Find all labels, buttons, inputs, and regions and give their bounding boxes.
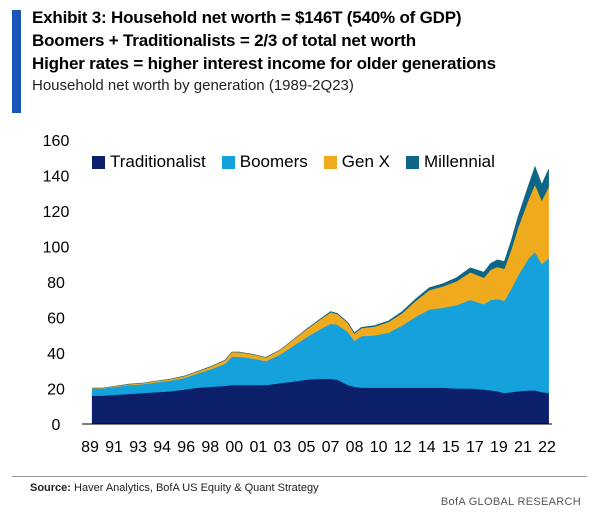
y-tick-label: 160 bbox=[43, 133, 70, 150]
chart-header: Exhibit 3: Household net worth = $146T (… bbox=[32, 6, 587, 96]
stacked-area-chart: 0 20 40 60 80 100 120 140 160 89 91 93 94 96 98 00 01 03 0… bbox=[43, 133, 556, 456]
y-tick-label: 100 bbox=[43, 240, 70, 257]
title-line-3: Higher rates = higher interest income fo… bbox=[32, 54, 496, 73]
x-tick-label: 03 bbox=[274, 439, 292, 456]
x-tick-label: 05 bbox=[298, 439, 316, 456]
x-tick-label: 96 bbox=[177, 439, 195, 456]
x-tick-label: 21 bbox=[514, 439, 532, 456]
y-tick-label: 20 bbox=[47, 382, 65, 399]
x-tick-label: 91 bbox=[105, 439, 123, 456]
y-tick-label: 60 bbox=[47, 311, 65, 328]
x-tick-label: 10 bbox=[370, 439, 388, 456]
legend-label-genx: Gen X bbox=[341, 152, 390, 171]
source-text: Haver Analytics, BofA US Equity & Quant … bbox=[70, 482, 319, 494]
x-tick-label: 08 bbox=[346, 439, 364, 456]
x-tick-label: 14 bbox=[418, 439, 436, 456]
legend-label-boomers: Boomers bbox=[239, 152, 308, 171]
accent-bar bbox=[12, 10, 21, 113]
x-tick-label: 12 bbox=[394, 439, 412, 456]
footer-divider bbox=[12, 476, 587, 477]
legend-item-genx: Gen X bbox=[323, 152, 390, 172]
title-line-2: Boomers + Traditionalists = 2/3 of total… bbox=[32, 31, 416, 50]
y-tick-label: 140 bbox=[43, 169, 70, 186]
legend-item-millennial: Millennial bbox=[405, 152, 495, 172]
x-tick-label: 07 bbox=[322, 439, 340, 456]
legend-label-millennial: Millennial bbox=[423, 152, 495, 171]
y-tick-label: 80 bbox=[47, 275, 65, 292]
x-tick-label: 98 bbox=[201, 439, 219, 456]
area-series-millennial bbox=[92, 165, 549, 389]
y-tick-label: 0 bbox=[52, 417, 61, 434]
x-tick-label: 17 bbox=[466, 439, 484, 456]
legend-label-traditionalist: Traditionalist bbox=[110, 152, 206, 171]
source-label: Source: bbox=[30, 482, 71, 494]
chart-subtitle: Household net worth by generation (1989-… bbox=[32, 77, 354, 94]
legend-swatch-boomers bbox=[221, 155, 235, 169]
legend-swatch-genx bbox=[323, 155, 337, 169]
legend-swatch-traditionalist bbox=[92, 155, 105, 169]
x-tick-label: 22 bbox=[538, 439, 556, 456]
legend-item-traditionalist: Traditionalist bbox=[92, 152, 206, 172]
chart-area: 0 20 40 60 80 100 120 140 160 89 91 93 94 96 98 00 01 03 0… bbox=[0, 120, 593, 470]
source-note: Source: Haver Analytics, BofA US Equity … bbox=[30, 482, 319, 494]
legend-item-boomers: Boomers bbox=[221, 152, 308, 172]
brand-label: BofA GLOBAL RESEARCH bbox=[440, 496, 581, 508]
x-tick-label: 94 bbox=[153, 439, 171, 456]
chart-legend: Traditionalist Boomers Gen X Millennial bbox=[92, 152, 495, 172]
x-tick-label: 15 bbox=[442, 439, 460, 456]
x-tick-label: 01 bbox=[249, 439, 267, 456]
x-tick-label: 93 bbox=[129, 439, 147, 456]
y-tick-label: 40 bbox=[47, 346, 65, 363]
y-tick-label: 120 bbox=[43, 204, 70, 221]
legend-swatch-millennial bbox=[405, 155, 419, 169]
x-tick-label: 89 bbox=[81, 439, 99, 456]
x-tick-label: 19 bbox=[490, 439, 508, 456]
title-line-1: Exhibit 3: Household net worth = $146T (… bbox=[32, 8, 462, 27]
x-tick-label: 00 bbox=[225, 439, 243, 456]
